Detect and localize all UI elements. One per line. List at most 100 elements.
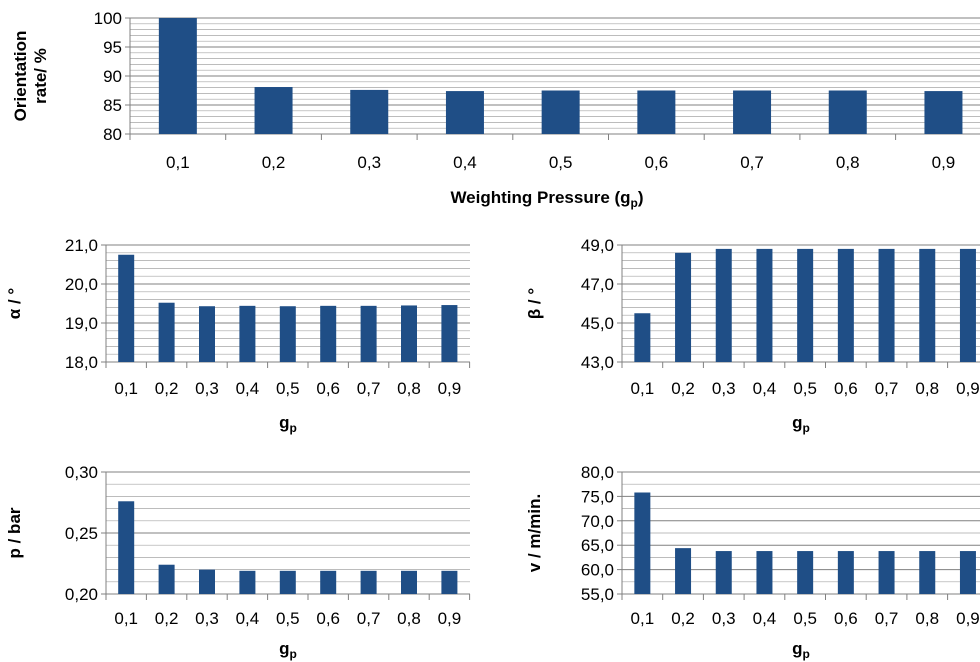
bar-pressure-6 — [320, 570, 337, 594]
x-tick-label: 0,9 — [438, 609, 462, 628]
x-tick-label: 0,6 — [316, 609, 340, 628]
chart-beta: 43,0 45,0 47,0 49,0 0,1 0,2 0,3 0,4 0,5 0,6 0,7 0,8… — [525, 236, 980, 435]
y-tick-label: 20,0 — [65, 275, 98, 294]
bar-alpha-2 — [158, 302, 175, 362]
bar-orientation-3 — [350, 89, 389, 134]
y-axis-title: β / ° — [525, 288, 544, 320]
x-axis-title-main: Weighting Pressure (g — [450, 188, 630, 207]
y-tick-label: 0,20 — [65, 585, 98, 604]
bar-orientation-8 — [828, 90, 867, 134]
bar-alpha-1 — [118, 254, 135, 362]
bar-orientation-2 — [254, 87, 293, 134]
bar-velocity-2 — [675, 548, 692, 594]
y-tick-label: 90 — [103, 67, 122, 86]
x-tick-label: 0,8 — [915, 379, 939, 398]
bar-beta-8 — [919, 248, 936, 362]
bar-velocity-5 — [797, 551, 814, 594]
x-axis-title-main: g — [792, 413, 802, 432]
bar-beta-3 — [715, 248, 732, 362]
x-axis-title: gp — [792, 413, 810, 435]
bar-pressure-4 — [239, 570, 256, 594]
x-axis-title-tail: ) — [638, 188, 644, 207]
bar-velocity-6 — [837, 551, 854, 594]
bar-orientation-6 — [637, 90, 676, 134]
bar-velocity-1 — [634, 492, 651, 594]
bar-orientation-7 — [733, 90, 772, 134]
x-axis-title-sub: p — [631, 196, 638, 210]
x-tick-label: 0,8 — [397, 609, 421, 628]
y-tick-label: 75,0 — [581, 487, 614, 506]
x-axis-title-main: g — [792, 639, 802, 658]
y-axis-title: α / ° — [5, 288, 24, 320]
y-tick-label: 49,0 — [581, 236, 614, 255]
x-tick-label: 0,3 — [357, 153, 381, 172]
x-axis-title: gp — [279, 413, 297, 435]
bar-beta-7 — [878, 248, 895, 362]
bar-beta-6 — [837, 248, 854, 362]
bar-pressure-9 — [441, 570, 458, 594]
x-axis-title: gp — [279, 639, 297, 661]
y-tick-label: 0,30 — [65, 463, 98, 482]
bar-beta-9 — [959, 248, 976, 362]
x-tick-label: 0,9 — [956, 609, 980, 628]
x-tick-label: 0,2 — [262, 153, 286, 172]
x-axis-title: Weighting Pressure (gp) — [450, 188, 643, 210]
bar-beta-2 — [675, 252, 692, 362]
x-tick-label: 0,5 — [793, 379, 817, 398]
x-tick-label: 0,2 — [155, 379, 179, 398]
x-tick-label: 0,9 — [932, 153, 956, 172]
bar-orientation-1 — [158, 18, 197, 134]
x-tick-label: 0,3 — [712, 379, 736, 398]
x-tick-label: 0,9 — [956, 379, 980, 398]
x-tick-label: 0,1 — [166, 153, 190, 172]
bar-beta-5 — [797, 248, 814, 362]
x-tick-label: 0,6 — [316, 379, 340, 398]
y-tick-label: 95 — [103, 38, 122, 57]
bar-beta-4 — [756, 248, 773, 362]
y-axis-title: p / bar — [5, 507, 24, 558]
y-tick-label: 80 — [103, 125, 122, 144]
y-tick-label: 60,0 — [581, 561, 614, 580]
bar-pressure-8 — [401, 570, 417, 594]
x-tick-label: 0,3 — [712, 609, 736, 628]
y-tick-label: 18,0 — [65, 353, 98, 372]
x-tick-label: 0,8 — [836, 153, 860, 172]
y-tick-label: 21,0 — [65, 236, 98, 255]
chart-orientation: 80 85 90 95 100 0,1 0,2 0,3 0,4 0,5 0,6 0,7 0,8 0,9 Or… — [11, 9, 980, 210]
x-tick-label: 0,7 — [357, 379, 381, 398]
y-tick-label: 0,25 — [65, 524, 98, 543]
y-axis-title: rate/ % — [31, 48, 50, 104]
x-tick-label: 0,4 — [236, 609, 260, 628]
y-tick-label: 45,0 — [581, 314, 614, 333]
bar-orientation-9 — [924, 91, 963, 134]
x-tick-label: 0,5 — [276, 379, 300, 398]
x-axis-title-main: g — [279, 413, 289, 432]
x-axis-title-sub: p — [803, 647, 810, 661]
x-tick-label: 0,5 — [549, 153, 573, 172]
x-tick-label: 0,2 — [671, 379, 695, 398]
x-tick-label: 0,4 — [753, 379, 777, 398]
bar-alpha-9 — [441, 305, 458, 362]
y-tick-label: 85 — [103, 96, 122, 115]
x-tick-label: 0,7 — [357, 609, 381, 628]
y-axis-title: Orientation — [11, 31, 30, 122]
x-axis-title-sub: p — [803, 421, 810, 435]
y-tick-label: 65,0 — [581, 536, 614, 555]
y-tick-label: 19,0 — [65, 314, 98, 333]
x-tick-label: 0,7 — [875, 379, 899, 398]
chart-pressure: 0,20 0,25 0,30 0,1 0,2 0,3 0,4 0,5 0,6 0,7 0,8 0,9 p… — [5, 463, 471, 661]
x-axis-title-sub: p — [290, 647, 297, 661]
x-tick-label: 0,1 — [114, 379, 138, 398]
chart-velocity: 55,0 60,0 65,0 70,0 75,0 80,0 0,1 0,2 0,3 0,4 0,5 0… — [525, 463, 980, 661]
bar-velocity-3 — [715, 551, 732, 594]
x-tick-label: 0,2 — [671, 609, 695, 628]
x-tick-label: 0,6 — [834, 379, 858, 398]
bar-orientation-5 — [541, 90, 580, 134]
x-tick-label: 0,8 — [915, 609, 939, 628]
x-tick-label: 0,4 — [236, 379, 260, 398]
bar-beta-1 — [634, 313, 651, 362]
bar-pressure-7 — [360, 570, 377, 594]
bar-alpha-7 — [360, 305, 377, 362]
bar-velocity-7 — [878, 551, 895, 594]
